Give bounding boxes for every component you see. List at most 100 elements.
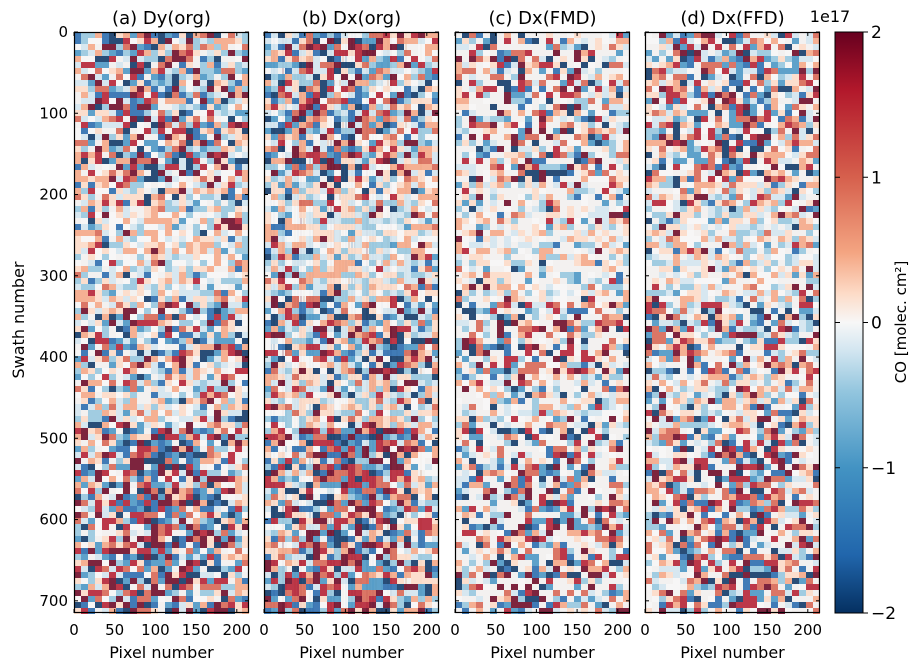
heatmap-cell bbox=[228, 158, 235, 164]
heatmap-cell bbox=[186, 590, 193, 596]
heatmap-cell bbox=[327, 98, 334, 104]
heatmap-cell bbox=[151, 158, 158, 164]
heatmap-cell bbox=[165, 44, 172, 50]
heatmap-cell bbox=[383, 398, 390, 404]
heatmap-cell bbox=[432, 602, 439, 608]
heatmap-cell bbox=[214, 50, 221, 56]
heatmap-cell bbox=[116, 458, 123, 464]
heatmap-cell bbox=[207, 230, 214, 236]
heatmap-cell bbox=[278, 224, 285, 230]
heatmap-cell bbox=[179, 68, 186, 74]
heatmap-cell bbox=[123, 548, 130, 554]
heatmap-cell bbox=[292, 422, 299, 428]
heatmap-cell bbox=[432, 248, 439, 254]
heatmap-cell bbox=[320, 128, 327, 134]
heatmap-cell bbox=[397, 554, 404, 560]
heatmap-cell bbox=[348, 338, 355, 344]
heatmap-cell bbox=[151, 98, 158, 104]
heatmap-cell bbox=[123, 98, 130, 104]
heatmap-cell bbox=[74, 590, 81, 596]
heatmap-cell bbox=[327, 260, 334, 266]
heatmap-cell bbox=[242, 398, 249, 404]
heatmap-cell bbox=[320, 140, 327, 146]
heatmap-cell bbox=[102, 260, 109, 266]
heatmap-cell bbox=[179, 50, 186, 56]
heatmap-cell bbox=[299, 284, 306, 290]
heatmap-cell bbox=[158, 74, 165, 80]
heatmap-cell bbox=[432, 392, 439, 398]
heatmap-cell bbox=[455, 116, 462, 122]
heatmap-cell bbox=[264, 302, 271, 308]
heatmap-cell bbox=[285, 482, 292, 488]
heatmap-cell bbox=[235, 50, 242, 56]
heatmap-cell bbox=[207, 158, 214, 164]
heatmap-cell bbox=[588, 74, 595, 80]
heatmap-cell bbox=[404, 332, 411, 338]
heatmap-cell bbox=[137, 332, 144, 338]
heatmap-cell bbox=[418, 152, 425, 158]
heatmap-cell bbox=[242, 356, 249, 362]
heatmap-cell bbox=[109, 410, 116, 416]
heatmap-cell bbox=[95, 314, 102, 320]
heatmap-cell bbox=[88, 176, 95, 182]
heatmap-cell bbox=[397, 308, 404, 314]
heatmap-cell bbox=[228, 266, 235, 272]
heatmap-cell bbox=[144, 32, 151, 38]
heatmap-cell bbox=[285, 470, 292, 476]
heatmap-cell bbox=[123, 254, 130, 260]
heatmap-cell bbox=[278, 590, 285, 596]
heatmap-cell bbox=[383, 272, 390, 278]
heatmap-cell bbox=[207, 350, 214, 356]
heatmap-cell bbox=[221, 260, 228, 266]
heatmap-cell bbox=[165, 464, 172, 470]
heatmap-cell bbox=[228, 224, 235, 230]
heatmap-cell bbox=[285, 224, 292, 230]
heatmap-cell bbox=[490, 68, 497, 74]
heatmap-cell bbox=[476, 50, 483, 56]
heatmap-cell bbox=[207, 86, 214, 92]
heatmap-cell bbox=[432, 146, 439, 152]
heatmap-cell bbox=[137, 386, 144, 392]
heatmap-cell bbox=[151, 206, 158, 212]
heatmap-cell bbox=[397, 446, 404, 452]
heatmap-cell bbox=[151, 530, 158, 536]
heatmap-cell bbox=[271, 512, 278, 518]
heatmap-cell bbox=[623, 44, 630, 50]
heatmap-cell bbox=[151, 56, 158, 62]
heatmap-cell bbox=[123, 422, 130, 428]
heatmap-cell bbox=[123, 446, 130, 452]
heatmap-cell bbox=[511, 74, 518, 80]
heatmap-cell bbox=[376, 488, 383, 494]
heatmap-cell bbox=[144, 488, 151, 494]
heatmap-cell bbox=[292, 44, 299, 50]
heatmap-cell bbox=[109, 98, 116, 104]
heatmap-cell bbox=[271, 548, 278, 554]
heatmap-cell bbox=[109, 470, 116, 476]
heatmap-cell bbox=[404, 92, 411, 98]
heatmap-cell bbox=[264, 92, 271, 98]
heatmap-cell bbox=[418, 518, 425, 524]
heatmap-cell bbox=[193, 140, 200, 146]
heatmap-cell bbox=[376, 128, 383, 134]
heatmap-cell bbox=[432, 158, 439, 164]
heatmap-cell bbox=[109, 32, 116, 38]
heatmap-cell bbox=[306, 224, 313, 230]
heatmap-cell bbox=[137, 290, 144, 296]
heatmap-cell bbox=[214, 482, 221, 488]
heatmap-cell bbox=[432, 182, 439, 188]
heatmap-cell bbox=[341, 116, 348, 122]
heatmap-cell bbox=[278, 242, 285, 248]
heatmap-cell bbox=[390, 350, 397, 356]
heatmap-cell bbox=[278, 146, 285, 152]
heatmap-cell bbox=[158, 254, 165, 260]
heatmap-cell bbox=[102, 434, 109, 440]
heatmap-cell bbox=[179, 140, 186, 146]
heatmap-cell bbox=[172, 164, 179, 170]
heatmap-cell bbox=[200, 392, 207, 398]
heatmap-cell bbox=[144, 506, 151, 512]
heatmap-cell bbox=[151, 536, 158, 542]
heatmap-cell bbox=[123, 170, 130, 176]
heatmap-cell bbox=[313, 584, 320, 590]
heatmap-cell bbox=[130, 278, 137, 284]
heatmap-cell bbox=[327, 332, 334, 338]
